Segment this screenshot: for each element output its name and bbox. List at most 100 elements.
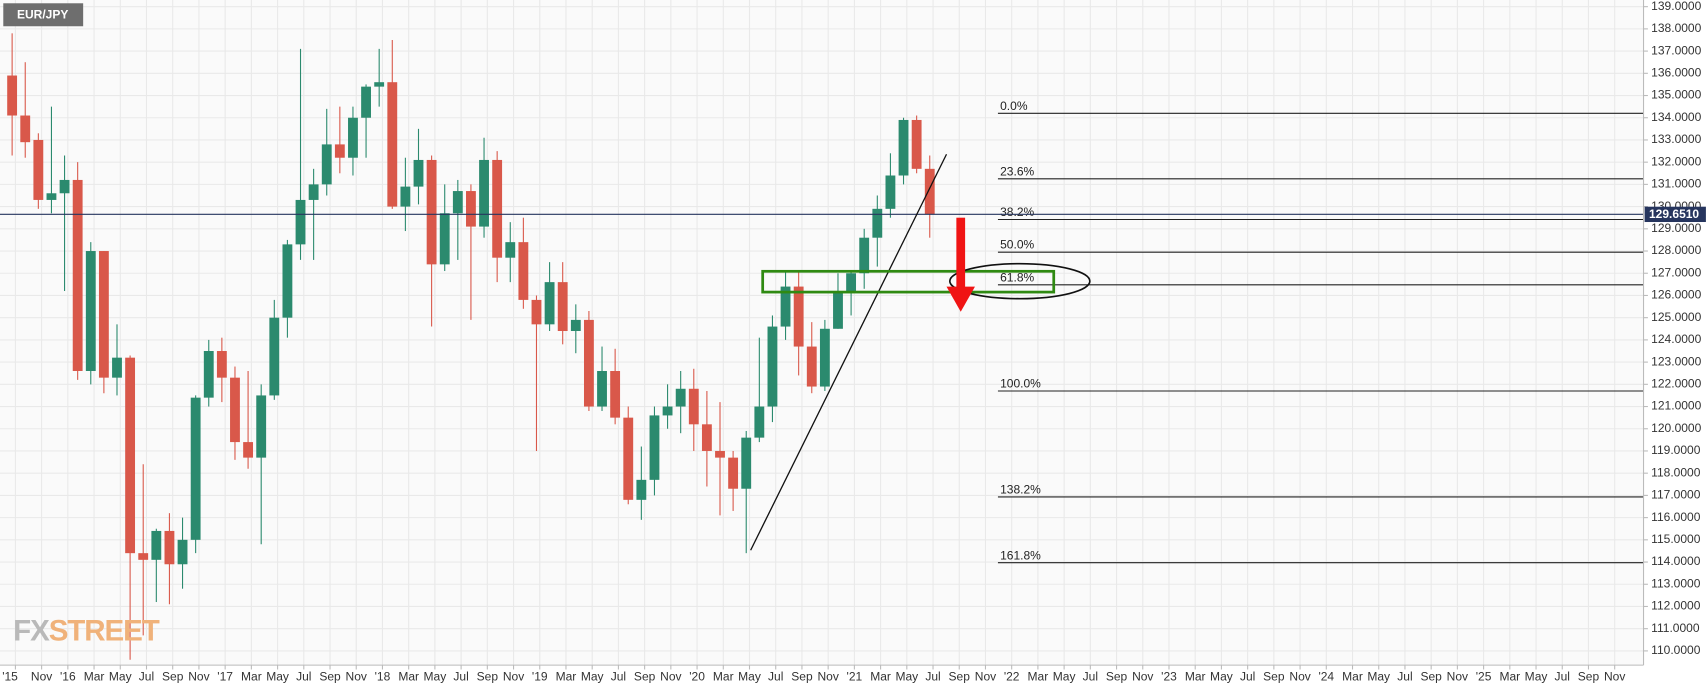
candle-body — [610, 370, 621, 418]
arrow-head — [946, 286, 975, 312]
watermark-street: STREET — [49, 614, 160, 647]
y-tick-label: 122.0000 — [1651, 376, 1701, 390]
candle-body — [321, 144, 332, 185]
y-tick-label: 123.0000 — [1651, 354, 1701, 368]
candle-body — [583, 319, 594, 407]
x-tick-label: Jul — [1083, 669, 1098, 683]
candle-body — [819, 328, 830, 387]
candle-body — [780, 286, 791, 327]
candle-body — [7, 75, 18, 116]
x-tick-label: Nov — [188, 669, 209, 683]
x-tick-label: Nov — [660, 669, 681, 683]
candle-body — [636, 479, 647, 500]
candle-body — [413, 159, 424, 187]
candle-body — [872, 208, 883, 238]
candle-body — [662, 406, 673, 416]
arrow-shaft — [956, 217, 966, 290]
x-tick-label: '25 — [1476, 669, 1492, 683]
candle-body — [426, 159, 437, 265]
y-tick-label: 119.0000 — [1651, 443, 1701, 457]
candle-body — [557, 282, 568, 332]
symbol-badge — [3, 3, 84, 27]
x-tick-label: Mar — [556, 669, 577, 683]
candle-body — [675, 388, 686, 407]
fib-label: 138.2% — [1000, 483, 1041, 497]
x-tick-label: Sep — [791, 669, 813, 683]
candle-body — [833, 291, 843, 329]
x-tick-label: Mar — [398, 669, 419, 683]
support-zone — [761, 269, 1056, 294]
x-tick-label: Nov — [503, 669, 524, 683]
candle-body — [20, 115, 31, 143]
candle-body — [492, 159, 503, 258]
x-tick-label: May — [738, 669, 761, 683]
candle-body — [924, 168, 935, 215]
x-tick-label: Mar — [870, 669, 891, 683]
candle-body — [177, 539, 188, 565]
candle-body — [570, 319, 581, 332]
x-tick-label: May — [895, 669, 918, 683]
candle-body — [885, 175, 896, 209]
fib-label: 61.8% — [1000, 270, 1034, 284]
candle-body — [164, 530, 175, 565]
x-tick-label: Mar — [1499, 669, 1520, 683]
candle-body — [98, 251, 109, 378]
candle-body — [125, 357, 136, 554]
candle-body — [295, 199, 306, 245]
candle-body — [544, 282, 555, 325]
candle-body — [597, 370, 607, 407]
x-tick-label: Nov — [817, 669, 838, 683]
candle-body — [374, 82, 385, 87]
candle-body — [688, 388, 699, 425]
y-tick-label: 116.0000 — [1651, 510, 1701, 524]
x-tick-label: Sep — [634, 669, 656, 683]
fib-label: 23.6% — [1000, 164, 1034, 178]
candle-body — [911, 119, 922, 169]
x-tick-label: Jul — [611, 669, 626, 683]
x-tick-label: '17 — [217, 669, 233, 683]
y-tick-label: 132.0000 — [1651, 154, 1701, 168]
candle-body — [701, 424, 712, 451]
candle-body — [269, 317, 280, 396]
x-tick-label: Mar — [713, 669, 734, 683]
x-tick-label: Sep — [1263, 669, 1285, 683]
candle-body — [33, 139, 44, 200]
candle-body — [741, 437, 752, 489]
x-tick-label: May — [109, 669, 132, 683]
x-tick-label: Mar — [1028, 669, 1049, 683]
y-tick-label: 114.0000 — [1651, 554, 1701, 568]
x-tick-label: '19 — [532, 669, 548, 683]
x-tick-label: Jul — [453, 669, 468, 683]
candle-body — [846, 273, 857, 292]
x-tick-label: May — [1525, 669, 1548, 683]
candle-body — [715, 450, 725, 458]
x-tick-label: May — [1210, 669, 1233, 683]
x-tick-label: '15 — [2, 669, 18, 683]
x-tick-label: Sep — [477, 669, 499, 683]
y-tick-label: 136.0000 — [1651, 65, 1701, 79]
x-tick-label: Nov — [1289, 669, 1310, 683]
candle-body — [112, 357, 122, 378]
x-tick-label: '23 — [1161, 669, 1177, 683]
candle-body — [85, 251, 96, 371]
highlight-ellipse — [948, 262, 1091, 300]
x-tick-label: Sep — [1420, 669, 1442, 683]
candle-body — [623, 417, 634, 500]
candle-body — [282, 244, 293, 318]
candle-body — [531, 299, 542, 325]
candle-body — [59, 179, 70, 194]
candle-body — [151, 530, 162, 560]
fib-label: 38.2% — [1000, 205, 1034, 219]
x-tick-label: Mar — [1342, 669, 1363, 683]
x-tick-label: Nov — [1604, 669, 1625, 683]
x-tick-label: Jul — [1555, 669, 1570, 683]
candle-body — [439, 213, 450, 265]
x-tick-label: Jul — [1240, 669, 1255, 683]
candle-body — [452, 191, 463, 214]
x-tick-label: Sep — [319, 669, 341, 683]
candle-body — [308, 184, 319, 200]
candle-body — [400, 186, 411, 207]
x-tick-label: Mar — [84, 669, 105, 683]
candle-body — [754, 406, 765, 438]
fib-label: 50.0% — [1000, 238, 1034, 252]
